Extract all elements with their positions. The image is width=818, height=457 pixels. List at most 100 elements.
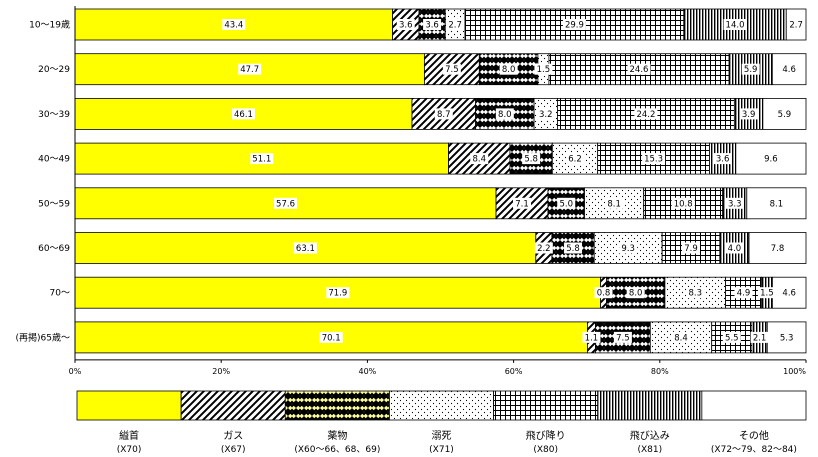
data-label: 7.5 <box>445 65 459 75</box>
data-label-bg <box>681 242 700 254</box>
legend-name: その他 <box>739 429 769 442</box>
legend-name: 溺死 <box>432 430 452 442</box>
data-label-bg <box>522 153 541 165</box>
x-axis: 0% 20% 40% 60% 80% 100% <box>69 6 807 376</box>
data-label: 8.1 <box>607 199 621 209</box>
data-label: 1.1 <box>585 333 599 343</box>
data-label-bg <box>671 331 690 343</box>
legend-item: 溺死 (X71) <box>389 390 494 455</box>
data-label-bg <box>634 108 658 120</box>
data-label: 9.6 <box>764 155 778 165</box>
data-label: 6.2 <box>568 155 582 165</box>
data-label-bg <box>562 19 586 30</box>
data-label: 57.6 <box>276 199 295 209</box>
legend-code: (X71) <box>429 445 454 455</box>
data-label-bg <box>619 242 638 254</box>
data-label-bg <box>250 153 274 165</box>
data-label: 8.0 <box>629 289 643 299</box>
data-label-bg <box>768 242 787 254</box>
data-label: 2.1 <box>753 333 767 343</box>
data-label: 10.8 <box>674 199 693 209</box>
data-label: 3.6 <box>399 21 413 31</box>
data-label-bg <box>231 108 255 120</box>
legend-code: (X80) <box>533 445 558 455</box>
legend-swatch <box>597 390 703 421</box>
data-label: 8.1 <box>770 199 784 209</box>
bar-segment <box>766 321 807 354</box>
data-label: 2.7 <box>789 21 803 31</box>
data-label-bg <box>642 153 666 165</box>
category-label: 30～39 <box>38 110 70 120</box>
data-label: 5.8 <box>524 155 538 165</box>
data-label-bg <box>787 19 806 30</box>
data-label-bg <box>723 19 747 30</box>
data-label-bg <box>713 153 732 165</box>
data-label: 71.9 <box>328 289 347 299</box>
bar-row: 30～39 46.1 8.7 8.0 3.2 24.2 3.9 5.9 <box>38 98 807 130</box>
legend-code: (X70) <box>117 445 142 455</box>
data-label: 8.7 <box>437 110 451 120</box>
category-label: (再掲)65歳～ <box>16 331 70 343</box>
data-label: 5.9 <box>744 65 758 75</box>
bar-row: (再掲)65歳～ 70.1 1.1 7.5 8.4 5.5 2.1 5.3 <box>16 321 807 354</box>
data-label: 51.1 <box>252 155 271 165</box>
category-label: 60～69 <box>38 244 70 254</box>
legend-item: 飛び降り (X80) <box>493 390 599 455</box>
data-label-bg <box>293 242 317 254</box>
data-label: 4.6 <box>782 289 796 299</box>
legend-item: 縊首 (X70) <box>76 390 182 455</box>
data-label: 3.6 <box>716 155 730 165</box>
legend-name: ガス <box>223 430 243 442</box>
data-label: 8.0 <box>502 65 516 75</box>
data-label-bg <box>534 242 553 254</box>
legend-name: 飛び込み <box>630 430 670 442</box>
data-label-bg <box>626 287 645 299</box>
data-label: 3.6 <box>425 21 439 31</box>
data-label-bg <box>605 197 624 209</box>
tick-label: 80% <box>651 367 669 376</box>
data-label-bg <box>775 108 794 120</box>
legend-code: (X60～66、68、69) <box>294 445 380 455</box>
data-label-bg <box>777 331 796 343</box>
data-label-bg <box>319 331 343 343</box>
data-label: 7.1 <box>515 199 529 209</box>
data-label-bg <box>534 63 553 75</box>
data-label: 4.6 <box>782 65 796 75</box>
data-label-bg <box>513 197 532 209</box>
data-label-bg <box>536 108 555 120</box>
data-label: 15.3 <box>644 155 663 165</box>
legend-swatch <box>701 390 807 421</box>
data-label: 1.5 <box>537 65 551 75</box>
bar-row: 10～19歳 43.4 3.6 3.6 2.7 29.9 14.0 2.7 <box>29 8 807 41</box>
bar-segment <box>748 232 807 264</box>
data-label-bg <box>446 19 465 30</box>
category-label: 50～59 <box>38 199 70 209</box>
data-label-bg <box>757 287 776 299</box>
data-label: 70.1 <box>322 333 341 343</box>
legend-code: (X81) <box>637 445 662 455</box>
data-label-bg <box>566 153 585 165</box>
legend-swatch <box>284 390 390 421</box>
data-label: 24.6 <box>630 65 649 75</box>
data-label: 4.9 <box>737 289 751 299</box>
bar-segment <box>719 232 750 264</box>
bar-row: 70～ 71.9 0.8 8.0 8.3 4.9 1.5 4.6 <box>50 276 807 309</box>
legend-name: 飛び降り <box>526 429 566 442</box>
legend-item: ガス (X67) <box>180 390 286 455</box>
bar-segment <box>643 187 724 220</box>
data-label: 24.2 <box>636 110 655 120</box>
data-label-bg <box>442 63 461 75</box>
category-label: 40～49 <box>38 155 70 165</box>
data-label-bg <box>274 197 298 209</box>
data-label-bg <box>582 331 601 343</box>
data-label-bg <box>238 63 262 75</box>
data-label-bg <box>767 197 786 209</box>
data-label: 7.8 <box>771 244 785 254</box>
data-label-bg <box>739 108 758 120</box>
data-label: 46.1 <box>234 110 253 120</box>
data-label-bg <box>734 287 753 299</box>
data-label: 2.2 <box>537 244 551 254</box>
data-label: 14.0 <box>726 21 745 31</box>
data-label-bg <box>686 287 705 299</box>
